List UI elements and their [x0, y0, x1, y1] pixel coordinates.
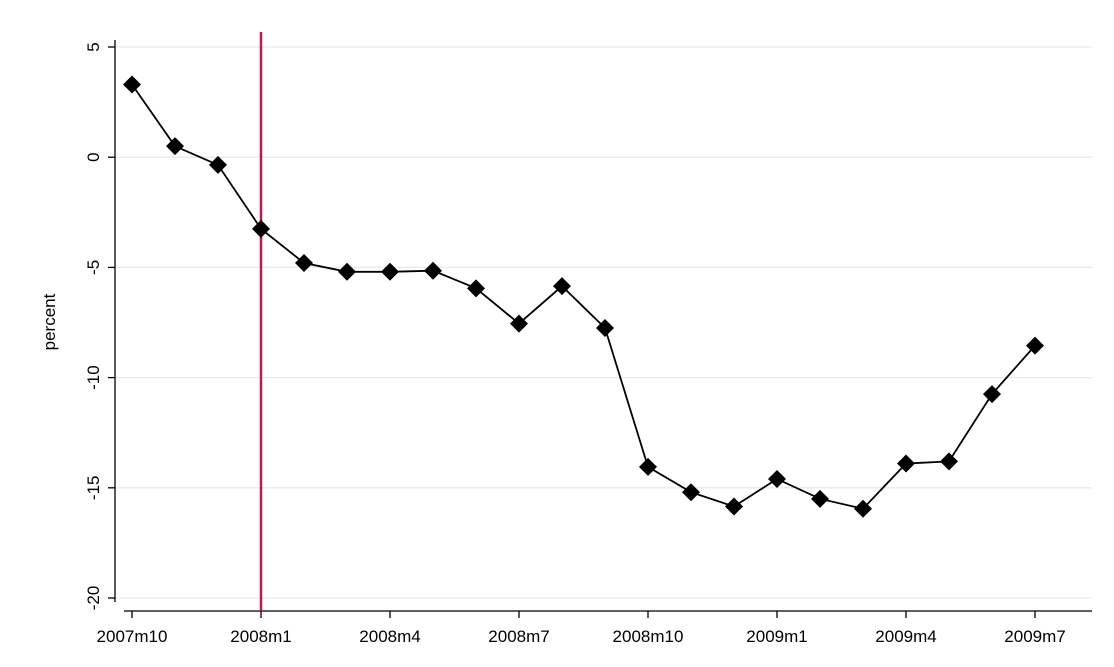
x-tick-label: 2007m10 — [97, 627, 168, 646]
data-point — [510, 314, 528, 333]
data-point — [338, 262, 356, 281]
x-tick-label: 2008m7 — [488, 627, 549, 646]
grid-lines — [115, 46, 1092, 599]
data-point — [639, 457, 657, 476]
data-point — [983, 385, 1001, 404]
series-line — [131, 83, 1036, 510]
axes — [108, 40, 1092, 618]
data-point — [811, 489, 829, 508]
data-point — [209, 155, 227, 174]
tick-labels: 5 0 -5 -10 -15 -20 2007m10 2008m1 2008m4 2008m7 20… — [84, 42, 1066, 646]
data-point — [295, 253, 313, 272]
data-point — [596, 319, 614, 338]
y-tick-label: -10 — [84, 365, 103, 390]
y-axis-title: percent — [40, 293, 59, 350]
y-tick-label: -15 — [84, 476, 103, 501]
x-tick-label: 2009m4 — [875, 627, 936, 646]
data-point — [725, 497, 743, 516]
data-point — [123, 75, 141, 94]
x-tick-label: 2008m1 — [230, 627, 291, 646]
y-tick-label: -20 — [84, 586, 103, 611]
y-tick-label: 5 — [84, 42, 103, 51]
x-tick-label: 2008m4 — [359, 627, 420, 646]
data-point — [768, 469, 786, 488]
y-tick-label: 0 — [84, 152, 103, 161]
data-point — [553, 277, 571, 296]
x-tick-label: 2008m10 — [613, 627, 684, 646]
data-point — [252, 219, 270, 238]
x-tick-label: 2009m1 — [746, 627, 807, 646]
data-point — [1026, 336, 1044, 355]
data-point — [381, 262, 399, 281]
data-point — [467, 279, 485, 298]
data-point — [897, 454, 915, 473]
data-point — [166, 137, 184, 156]
data-point — [682, 483, 700, 502]
series — [123, 75, 1044, 518]
data-point — [854, 499, 872, 518]
x-tick-label: 2009m7 — [1004, 627, 1065, 646]
y-tick-label: -5 — [84, 260, 103, 275]
data-point — [940, 452, 958, 471]
data-point — [424, 261, 442, 280]
